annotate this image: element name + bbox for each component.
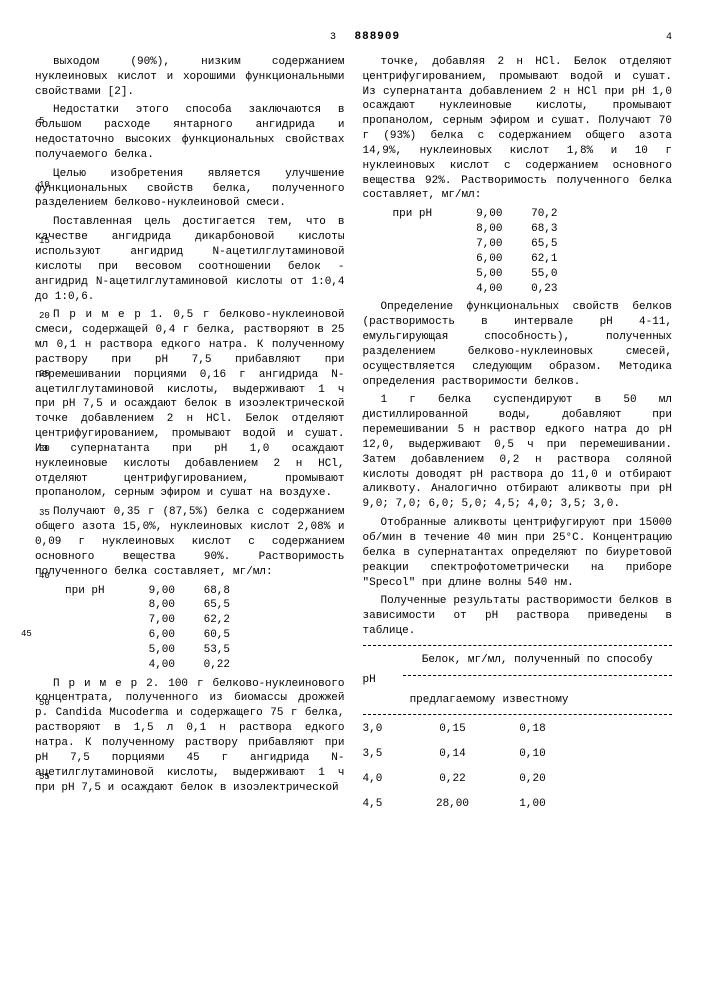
line-number: 45	[21, 628, 32, 640]
page-num-left: 3	[35, 31, 346, 45]
table-header: предлагаемому известному	[363, 688, 673, 713]
right-column: точке, добавляя 2 н HCl. Белок отделяют …	[363, 55, 673, 817]
solubility-table-2: при pH9,0070,2 8,0068,3 7,0065,5 6,0062,…	[393, 207, 673, 296]
para: 1 г белка суспендируют в 50 мл дистиллир…	[363, 393, 673, 512]
table-row: 4,000,23	[393, 282, 673, 297]
table-row: 4,000,22	[65, 658, 345, 673]
page-num-right: 4	[409, 31, 672, 45]
table-header: Белок, мг/мл, полученный по способу	[363, 648, 673, 673]
table-header: pH	[363, 673, 673, 688]
solubility-table-1: при pH9,0068,8 8,0065,5 7,0062,2 456,006…	[65, 584, 345, 673]
divider	[363, 714, 673, 715]
doc-number: 888909	[346, 30, 409, 45]
table-row: 5,0053,5	[65, 643, 345, 658]
divider	[403, 675, 673, 676]
table-row: 8,0065,5	[65, 598, 345, 613]
table-row: 6,0062,1	[393, 252, 673, 267]
page-header: 3 888909 4	[35, 30, 672, 45]
line-number: 35	[21, 507, 50, 519]
line-number: 40	[21, 570, 50, 582]
para: точке, добавляя 2 н HCl. Белок отделяют …	[363, 55, 673, 203]
table-row: 4,528,001,00	[363, 792, 673, 817]
para: Отобранные аликвоты центрифугируют при 1…	[363, 516, 673, 590]
table-row: 7,0065,5	[393, 237, 673, 252]
para: Полученные результаты растворимости белк…	[363, 594, 673, 639]
line-number: 30	[21, 443, 50, 455]
line-number: 20	[21, 310, 50, 322]
line-number: 55	[21, 771, 50, 783]
divider	[363, 645, 673, 646]
para: 5Недостатки этого способа заключаются в …	[35, 103, 345, 162]
line-number: 5	[21, 115, 44, 127]
table-row: 456,0060,5	[65, 628, 345, 643]
results-table: Белок, мг/мл, полученный по способу pH п…	[363, 645, 673, 817]
two-column-layout: выходом (90%), низким содержанием нуклеи…	[35, 55, 672, 817]
table-row: 7,0062,2	[65, 613, 345, 628]
para: 35 40 Получают 0,35 г (87,5%) белка с со…	[35, 505, 345, 579]
para: Определение функциональных свойств белко…	[363, 300, 673, 389]
table-row: 3,00,150,18	[363, 717, 673, 742]
para: 20 25 30 П р и м е р 1. 0,5 г белково-ну…	[35, 308, 345, 501]
line-number: 10	[21, 179, 50, 191]
line-number: 50	[21, 697, 50, 709]
para: 10Целью изобретения является улучшение ф…	[35, 167, 345, 212]
left-column: выходом (90%), низким содержанием нуклеи…	[35, 55, 345, 817]
table-row: 4,00,220,20	[363, 767, 673, 792]
para: выходом (90%), низким содержанием нуклеи…	[35, 55, 345, 100]
table-row: 3,50,140,10	[363, 742, 673, 767]
table-row: при pH9,0070,2	[393, 207, 673, 222]
table-row: при pH9,0068,8	[65, 584, 345, 599]
para: 15Поставленная цель достигается тем, что…	[35, 215, 345, 304]
line-number: 25	[21, 368, 50, 380]
para: 50 55 П р и м е р 2. 100 г белково-нукле…	[35, 677, 345, 796]
line-number: 15	[21, 235, 50, 247]
table-row: 8,0068,3	[393, 222, 673, 237]
table-row: 5,0055,0	[393, 267, 673, 282]
